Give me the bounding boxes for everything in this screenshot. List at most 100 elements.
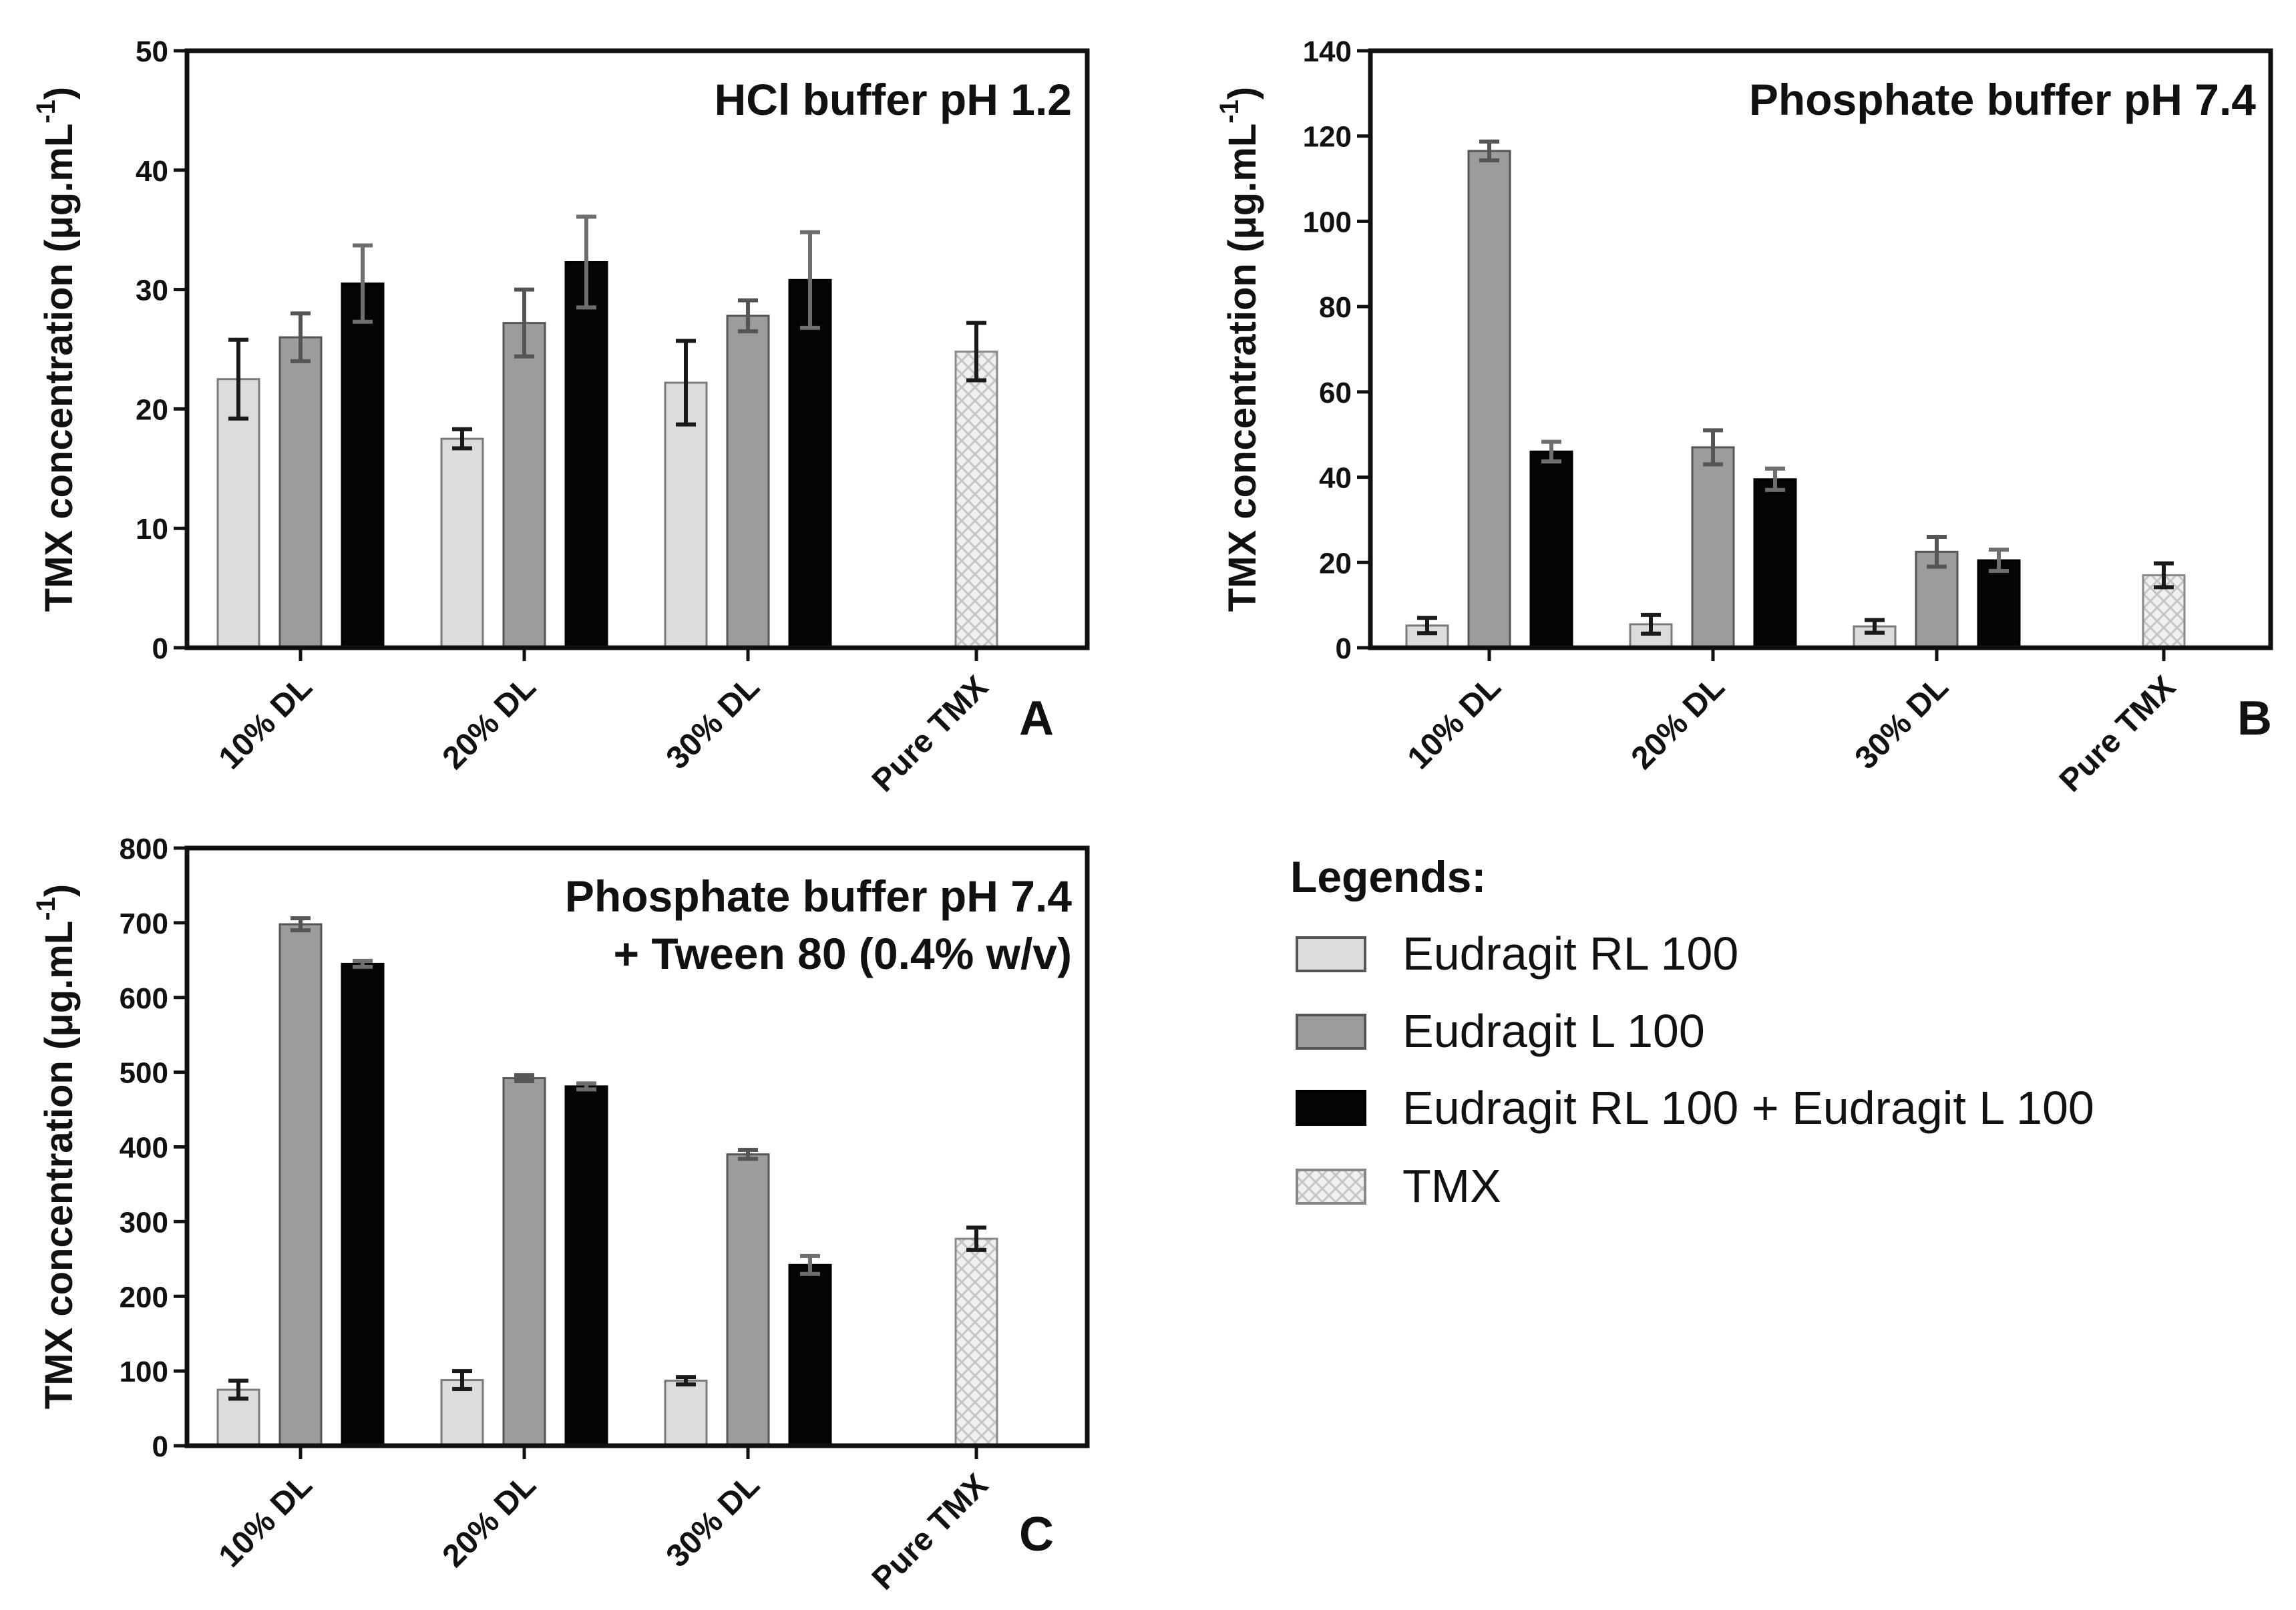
error-bar-eudragit-l-100-30-dl: [738, 1147, 758, 1161]
bar-eudragit-rl-100-eudragit-l-100-20-dl: [1753, 478, 1797, 649]
y-axis-title: TMX concentration (μg.mL-1): [31, 884, 81, 1409]
y-axis-title-text: TMX concentration (μg.mL: [37, 124, 81, 612]
chart-panel-a: 0 10 20 30 40 50 10% DL 20% DL 30% DL Pure TMX HCl…: [31, 35, 1090, 799]
error-bar-eudragit-rl-100-eudragit-l-100-10-dl: [353, 243, 373, 324]
y-tick-label: 100: [1303, 206, 1352, 238]
error-bar-eudragit-l-100-10-dl: [291, 916, 311, 933]
bar-eudragit-rl-100-eudragit-l-100-10-dl: [341, 962, 385, 1447]
y-tick-label: 80: [1319, 291, 1352, 324]
panel-letter-b: B: [2237, 692, 2272, 745]
x-tick-label-30-dl: 30% DL: [660, 669, 767, 776]
bar-eudragit-l-100-20-dl: [1691, 446, 1735, 649]
bar-eudragit-rl-100-30-dl: [664, 1380, 708, 1447]
bar-eudragit-rl-100-eudragit-l-100-30-dl: [788, 278, 832, 649]
error-bar-eudragit-rl-100-10-dl: [228, 1378, 248, 1401]
y-axis-title-superscript: -1: [31, 897, 61, 921]
bar-eudragit-l-100-30-dl: [726, 1153, 770, 1447]
y-axis-title: TMX concentration (μg.mL-1): [1215, 87, 1264, 612]
x-tick-label-10-dl: 10% DL: [1401, 669, 1508, 776]
legend-swatch-tmx: [1296, 1169, 1366, 1205]
y-axis-title-text: TMX concentration (μg.mL: [37, 921, 81, 1410]
error-bar-eudragit-l-100-10-dl: [291, 311, 311, 363]
x-tick-label-30-dl: 30% DL: [1849, 669, 1955, 776]
legend: Legends: Eudragit RL 100 Eudragit L 100 …: [1290, 852, 2094, 1212]
bar-eudragit-l-100-10-dl: [278, 923, 323, 1447]
x-tick-label-pure-tmx: Pure TMX: [866, 669, 995, 799]
bar-tmx-pure-tmx: [954, 1237, 998, 1447]
error-bar-eudragit-rl-100-10-dl: [1417, 616, 1437, 636]
chart-title-line-1: HCl buffer pH 1.2: [715, 75, 1072, 124]
error-bar-eudragit-l-100-20-dl: [1703, 428, 1723, 467]
chart-panel-b: 0 20 40 60 80 100 120 140 10% DL 20% DL 30% DL Pure…: [1215, 35, 2273, 799]
y-tick-label: 20: [136, 393, 168, 426]
chart-title-line-1: Phosphate buffer pH 7.4: [1749, 75, 2256, 124]
x-tick-label-20-dl: 20% DL: [1625, 669, 1732, 776]
error-bar-tmx-pure-tmx: [966, 321, 986, 383]
y-tick-label: 0: [152, 632, 168, 665]
chart-panel-c: 0 100 200 300 400 500 600 700 800 10% DL 20% DL 30%…: [31, 833, 1090, 1597]
bar-eudragit-l-100-10-dl: [1467, 150, 1511, 649]
error-bar-eudragit-rl-100-20-dl: [1641, 612, 1661, 636]
legend-swatch-eudragit-combination: [1296, 1090, 1366, 1126]
legend-label-eudragit-l-100: Eudragit L 100: [1402, 1005, 1705, 1057]
error-bar-eudragit-rl-100-eudragit-l-100-20-dl: [576, 214, 596, 310]
panel-letter-c: C: [1019, 1508, 1054, 1561]
legend-label-eudragit-rl-100: Eudragit RL 100: [1402, 928, 1738, 980]
error-bar-eudragit-rl-100-20-dl: [452, 427, 472, 451]
chart-title-line-2: + Tween 80 (0.4% w/v): [613, 929, 1072, 978]
y-axis-title-close: ): [37, 884, 81, 897]
error-bar-eudragit-rl-100-10-dl: [228, 337, 248, 421]
bar-eudragit-rl-100-eudragit-l-100-30-dl: [788, 1263, 832, 1447]
error-bar-eudragit-rl-100-eudragit-l-100-20-dl: [1765, 466, 1785, 492]
error-bar-eudragit-rl-100-30-dl: [676, 1375, 696, 1387]
y-tick-label: 120: [1303, 121, 1352, 154]
y-tick-label: 40: [1319, 462, 1352, 495]
error-bar-eudragit-rl-100-eudragit-l-100-30-dl: [1989, 548, 2009, 574]
error-bar-eudragit-rl-100-eudragit-l-100-30-dl: [800, 230, 820, 330]
legend-swatch-eudragit-rl-100: [1296, 936, 1366, 972]
bar-eudragit-rl-100-eudragit-l-100-10-dl: [341, 282, 385, 649]
y-axis-title-superscript: -1: [1215, 99, 1244, 124]
y-tick-label: 30: [136, 274, 168, 307]
y-tick-label: 10: [136, 513, 168, 546]
y-tick-label: 200: [120, 1281, 168, 1314]
error-bar-eudragit-rl-100-20-dl: [452, 1369, 472, 1391]
error-bar-eudragit-rl-100-30-dl: [676, 339, 696, 427]
y-tick-label: 40: [136, 155, 168, 188]
x-tick-label-20-dl: 20% DL: [436, 669, 543, 776]
error-bar-tmx-pure-tmx: [2154, 561, 2174, 590]
error-bar-eudragit-l-100-30-dl: [1927, 534, 1947, 569]
bar-tmx-pure-tmx: [954, 351, 998, 649]
plot-frame: [1368, 48, 2273, 650]
y-tick-label: 600: [120, 982, 168, 1015]
error-bar-eudragit-l-100-20-dl: [514, 1073, 534, 1084]
error-bar-eudragit-rl-100-eudragit-l-100-10-dl: [353, 958, 373, 969]
legend-label-tmx: TMX: [1402, 1160, 1501, 1212]
y-tick-label: 60: [1319, 377, 1352, 409]
x-tick-label-pure-tmx: Pure TMX: [866, 1467, 995, 1597]
y-tick-label: 100: [120, 1356, 168, 1388]
y-tick-label: 700: [120, 908, 168, 940]
bar-eudragit-rl-100-eudragit-l-100-20-dl: [564, 1085, 608, 1447]
error-bar-eudragit-rl-100-eudragit-l-100-30-dl: [800, 1253, 820, 1276]
plot-frame: [184, 845, 1090, 1448]
y-tick-label: 20: [1319, 547, 1352, 580]
error-bar-eudragit-l-100-20-dl: [514, 287, 534, 359]
x-tick-label-pure-tmx: Pure TMX: [2053, 669, 2182, 799]
y-axis-title-close: ): [1221, 87, 1264, 99]
chart-title-line-1: Phosphate buffer pH 7.4: [565, 871, 1072, 921]
y-tick-label: 0: [152, 1430, 168, 1463]
y-tick-label: 0: [1336, 632, 1352, 665]
y-tick-label: 400: [120, 1132, 168, 1165]
error-bar-eudragit-rl-100-30-dl: [1865, 618, 1885, 635]
error-bar-tmx-pure-tmx: [966, 1225, 986, 1252]
error-bar-eudragit-rl-100-eudragit-l-100-10-dl: [1541, 439, 1561, 463]
y-axis-title: TMX concentration (μg.mL-1): [31, 87, 81, 612]
plot-frame: [184, 48, 1090, 650]
x-tick-label-30-dl: 30% DL: [660, 1467, 767, 1574]
bar-eudragit-l-100-20-dl: [502, 1077, 546, 1447]
y-axis-title-close: ): [37, 87, 81, 99]
y-axis-title-superscript: -1: [31, 99, 61, 124]
y-tick-label: 140: [1303, 35, 1352, 68]
